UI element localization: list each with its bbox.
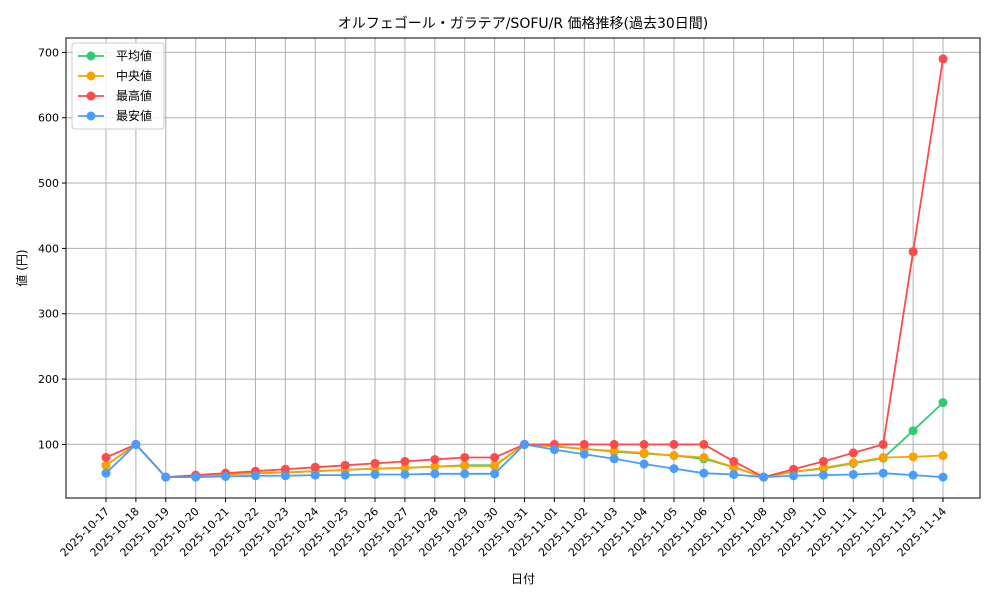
series-lines (101, 54, 948, 482)
y-tick-label: 100 (38, 438, 59, 451)
data-point (938, 54, 948, 64)
legend-marker (86, 51, 96, 61)
data-point (250, 471, 260, 481)
y-axis-label: 値 (円) (14, 249, 29, 286)
data-point (878, 468, 888, 478)
legend-label: 最高値 (116, 88, 152, 103)
data-point (938, 451, 948, 461)
data-point (340, 470, 350, 480)
y-tick-label: 400 (38, 242, 59, 255)
data-point (609, 446, 619, 456)
data-point (699, 439, 709, 449)
data-point (520, 439, 529, 449)
data-point (908, 470, 918, 480)
data-point (729, 456, 739, 466)
data-point (878, 439, 888, 449)
data-point (848, 469, 858, 479)
data-point (161, 472, 171, 482)
data-point (729, 469, 739, 479)
data-point (639, 448, 649, 458)
legend-marker (86, 91, 96, 101)
legend-box (71, 42, 165, 130)
y-tick-label: 700 (38, 46, 59, 59)
data-point (460, 469, 470, 479)
data-point (759, 472, 769, 482)
grid (66, 38, 980, 498)
data-point (490, 469, 500, 479)
data-point (430, 454, 440, 464)
data-point (789, 471, 799, 481)
legend-label: 平均値 (116, 48, 152, 63)
data-point (340, 460, 350, 470)
y-axis: 100 200 300 400 500 600 700 (38, 46, 66, 451)
data-point (191, 472, 201, 482)
data-point (908, 426, 918, 436)
data-point (221, 471, 231, 481)
data-point (400, 463, 410, 473)
chart-title: オルフェゴール・ガラテア/SOFU/R 価格推移(過去30日間) (338, 15, 709, 32)
data-point (370, 458, 380, 468)
data-point (101, 468, 111, 478)
data-point (639, 439, 649, 449)
data-point (400, 456, 410, 466)
data-point (848, 458, 858, 468)
data-point (818, 463, 828, 473)
data-point (938, 398, 948, 408)
data-point (938, 472, 948, 482)
data-point (699, 468, 709, 478)
data-point (101, 460, 111, 470)
data-point (878, 452, 888, 462)
legend-label: 中央値 (116, 68, 152, 83)
data-point (490, 452, 500, 462)
data-point (460, 452, 470, 462)
data-point (430, 462, 440, 472)
y-tick-label: 600 (38, 112, 59, 125)
y-tick-label: 500 (38, 177, 59, 190)
data-point (280, 471, 290, 481)
data-point (460, 461, 470, 471)
data-point (609, 454, 619, 464)
data-point (400, 469, 410, 479)
data-point (818, 470, 828, 480)
legend-marker (86, 111, 96, 121)
data-point (639, 459, 649, 469)
legend-label: 最安値 (116, 108, 152, 123)
data-point (310, 462, 320, 472)
y-tick-label: 300 (38, 308, 59, 321)
plot-frame (65, 37, 981, 499)
data-point (310, 470, 320, 480)
x-axis-label: 日付 (511, 572, 535, 586)
data-point (848, 448, 858, 458)
data-point (549, 445, 559, 455)
data-point (669, 464, 679, 474)
data-point (908, 452, 918, 462)
data-point (430, 469, 440, 479)
data-point (579, 449, 589, 459)
y-tick-label: 200 (38, 373, 59, 386)
data-point (818, 456, 828, 466)
data-point (699, 452, 709, 462)
data-point (609, 439, 619, 449)
data-point (669, 451, 679, 461)
data-point (490, 461, 500, 471)
data-point (280, 464, 290, 474)
x-axis: 2025-10-172025-10-182025-10-192025-10-20… (58, 498, 949, 559)
data-point (579, 439, 589, 449)
data-point (669, 439, 679, 449)
data-point (908, 247, 918, 257)
series-最安値 (101, 439, 948, 482)
data-point (789, 464, 799, 474)
data-point (101, 452, 111, 462)
data-point (370, 469, 380, 479)
data-point (131, 439, 141, 449)
legend-marker (86, 71, 96, 81)
